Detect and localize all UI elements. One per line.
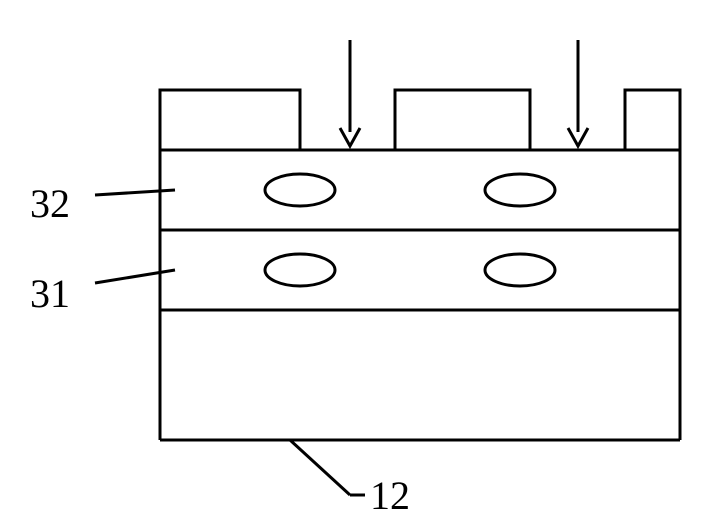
top-block-2 <box>395 90 530 150</box>
top-block-1 <box>160 90 300 150</box>
label-32: 32 <box>30 180 70 227</box>
ellipse-row1-1 <box>265 174 335 206</box>
top-block-3 <box>625 90 680 150</box>
ellipse-row2-2 <box>485 254 555 286</box>
leader-31 <box>95 270 175 283</box>
leader-32 <box>95 190 175 195</box>
label-12: 12 <box>370 472 410 519</box>
label-31: 31 <box>30 270 70 317</box>
ellipse-row2-1 <box>265 254 335 286</box>
leader-12-diag <box>290 440 350 495</box>
ellipse-row1-2 <box>485 174 555 206</box>
